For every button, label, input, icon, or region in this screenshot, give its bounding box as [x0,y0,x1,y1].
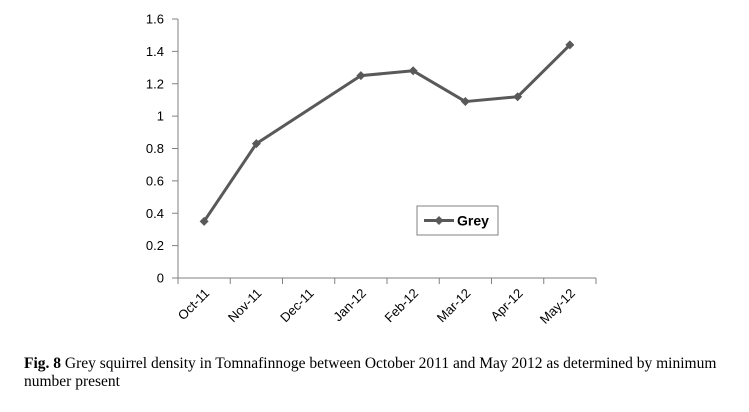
data-point [460,97,470,107]
legend-marker [434,216,444,225]
x-tick-label: Jan-12 [330,286,369,325]
y-tick-label: 1.2 [146,76,164,91]
y-tick-label: 1 [157,109,164,124]
x-tick-label: Nov-11 [225,286,265,326]
y-tick-label: 0.6 [146,173,164,188]
x-tick-label: Dec-11 [277,286,317,326]
series-line-grey [202,43,571,223]
y-tick-label: 1.4 [146,44,164,59]
data-point [565,40,575,50]
y-tick-label: 0 [157,271,164,286]
data-point [199,216,209,226]
y-tick-label: 0.8 [146,141,164,156]
data-point [513,92,523,102]
y-tick-label: 0.4 [146,206,164,221]
caption-text: Grey squirrel density in Tomnafinnoge be… [24,355,717,390]
x-axis: Oct-11 Nov-11 Dec-11 Jan-12 Feb-12 Mar-12 Apr-… [175,277,597,327]
data-point [408,66,418,76]
y-axis: 0 0.2 0.4 0.6 0.8 1 1.2 1.4 1.6 [146,12,179,286]
caption-label: Fig. 8 [24,355,62,372]
legend-label: Grey [457,213,489,229]
data-point [251,139,261,149]
y-tick-label: 1.6 [146,12,164,27]
x-tick-label: May-12 [537,286,578,327]
legend: Grey [416,205,499,236]
y-tick-label: 0.2 [146,238,164,253]
line-chart: 0 0.2 0.4 0.6 0.8 1 1.2 1.4 1.6 Oct-11 Nov-11 Dec-… [146,12,597,327]
series-layer [199,40,575,226]
x-tick-label: Mar-12 [434,286,474,326]
x-tick-label: Apr-12 [488,286,526,324]
x-tick-label: Oct-11 [175,286,213,324]
figure-caption: Fig. 8 Grey squirrel density in Tomnafin… [24,355,724,391]
x-tick-label: Feb-12 [382,286,422,326]
data-point [356,71,366,81]
